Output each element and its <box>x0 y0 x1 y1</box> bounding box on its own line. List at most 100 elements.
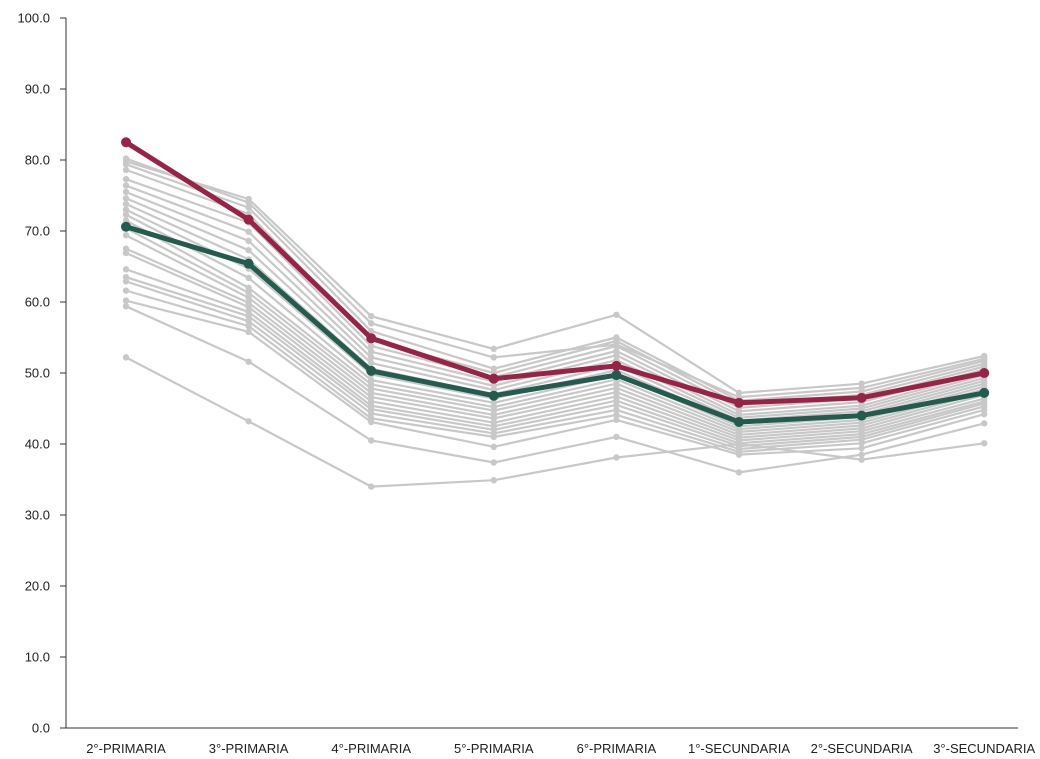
series-background <box>122 303 988 476</box>
series-line <box>124 280 986 451</box>
data-point <box>858 451 865 458</box>
series-line <box>124 219 986 431</box>
data-point <box>245 328 252 336</box>
data-point <box>122 195 130 202</box>
data-point <box>245 299 252 306</box>
series-line <box>124 163 986 402</box>
data-point <box>122 303 130 310</box>
data-point <box>981 352 988 360</box>
data-point <box>245 204 252 211</box>
data-point <box>613 341 620 348</box>
data-point <box>613 347 620 355</box>
x-tick-label: 6°-PRIMARIA <box>577 741 657 756</box>
data-point <box>368 354 375 361</box>
data-point <box>368 376 375 384</box>
data-point <box>122 217 130 224</box>
data-point <box>613 416 620 424</box>
data-point <box>245 294 252 301</box>
series-line <box>123 224 987 425</box>
data-point <box>122 175 130 183</box>
data-point <box>122 245 130 252</box>
data-point <box>245 317 252 325</box>
data-point <box>368 342 375 350</box>
series-line <box>124 247 986 439</box>
data-point <box>245 237 252 245</box>
data-point <box>122 211 130 218</box>
series-line <box>124 157 986 399</box>
y-tick-label: 90.0 <box>25 82 50 97</box>
series-line <box>124 160 986 394</box>
data-point <box>245 195 252 203</box>
data-point <box>368 327 375 335</box>
data-point <box>858 445 865 452</box>
data-point <box>858 456 865 463</box>
series-line <box>124 184 986 413</box>
data-point <box>368 313 375 320</box>
data-point <box>243 258 254 269</box>
series-highlight-green <box>121 221 990 427</box>
data-point <box>734 416 744 427</box>
data-point <box>366 365 377 376</box>
y-tick-label: 30.0 <box>25 508 50 523</box>
data-point <box>122 273 130 281</box>
data-point <box>979 368 990 378</box>
data-point <box>734 397 744 408</box>
y-tick-label: 60.0 <box>25 295 50 310</box>
series-background <box>122 158 988 397</box>
data-point <box>245 322 252 330</box>
data-point <box>856 392 867 403</box>
data-point <box>245 274 252 282</box>
y-tick-label: 80.0 <box>25 153 50 168</box>
data-point <box>611 370 622 381</box>
data-point <box>368 320 375 327</box>
data-point <box>245 246 252 254</box>
data-point <box>245 358 252 365</box>
data-point <box>122 232 130 239</box>
data-point <box>858 380 865 387</box>
data-point <box>122 297 130 304</box>
data-point <box>122 266 130 273</box>
x-tick-label: 4°-PRIMARIA <box>331 741 411 756</box>
x-tick-label: 2°-PRIMARIA <box>86 741 166 756</box>
x-tick-label: 1°-SECUNDARIA <box>688 741 790 756</box>
y-tick-label: 20.0 <box>25 579 50 594</box>
data-point <box>613 406 620 414</box>
data-point <box>245 308 252 316</box>
data-point <box>121 137 131 148</box>
series-line <box>124 251 986 442</box>
data-point <box>981 420 988 427</box>
data-point <box>613 334 620 341</box>
data-point <box>245 284 252 291</box>
data-point <box>488 390 499 401</box>
y-tick-label: 10.0 <box>25 650 50 665</box>
data-point <box>611 360 622 371</box>
y-tick-label: 70.0 <box>25 224 50 239</box>
data-point <box>368 483 375 490</box>
data-point <box>368 437 375 444</box>
data-point <box>490 345 497 353</box>
data-point <box>613 433 620 441</box>
series-line <box>124 289 986 453</box>
data-point <box>856 410 867 421</box>
series-line <box>124 276 986 448</box>
data-point <box>981 440 988 447</box>
x-tick-label: 5°-PRIMARIA <box>454 741 534 756</box>
data-point <box>245 418 252 425</box>
y-tick-label: 50.0 <box>25 366 50 381</box>
data-point <box>613 311 620 318</box>
y-tick-label: 0.0 <box>32 721 50 736</box>
data-point <box>122 287 130 294</box>
y-tick-label: 40.0 <box>25 437 50 452</box>
data-point <box>490 365 497 372</box>
data-point <box>490 354 497 361</box>
data-point <box>122 166 130 174</box>
series-layer <box>121 137 990 490</box>
series-line <box>124 268 986 445</box>
series-line <box>124 305 986 474</box>
data-point <box>122 188 130 196</box>
data-point <box>245 289 252 296</box>
series-line <box>123 139 987 406</box>
series-line <box>124 197 986 419</box>
data-point <box>735 389 743 397</box>
data-point <box>122 206 130 213</box>
